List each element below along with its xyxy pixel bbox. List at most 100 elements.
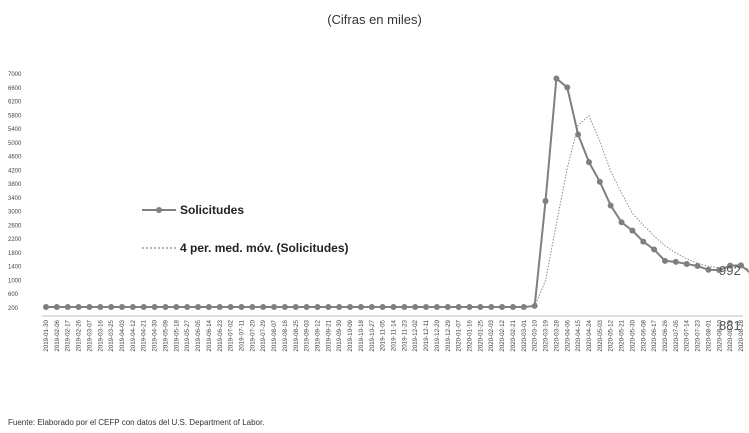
x-tick-label: 2020-05-21 xyxy=(619,319,626,351)
y-tick-label: 4200 xyxy=(8,168,22,174)
x-tick-label: 2019-07-11 xyxy=(238,319,245,351)
x-tick-label: 2020-01-07 xyxy=(456,319,463,351)
x-tick-label: 2019-10-09 xyxy=(347,319,354,351)
solicitudes-point xyxy=(108,303,115,310)
x-tick-label: 2019-04-21 xyxy=(141,319,148,351)
solicitudes-point xyxy=(260,303,267,310)
x-tick-label: 2019-02-06 xyxy=(54,319,61,351)
y-axis-labels: 200 600 1000 1400 1800 2200 2600 3000 3400 3800 42… xyxy=(8,72,22,312)
solicitudes-point xyxy=(694,263,701,270)
solicitudes-point xyxy=(64,303,71,310)
x-tick-label: 2020-03-19 xyxy=(543,319,550,351)
x-tick-label: 2020-01-25 xyxy=(477,319,484,351)
solicitudes-point xyxy=(390,303,397,310)
y-tick-label: 3800 xyxy=(8,182,22,188)
x-tick-label: 2019-09-21 xyxy=(325,319,332,351)
solicitudes-point xyxy=(140,303,147,310)
solicitudes-point xyxy=(412,303,419,310)
solicitudes-point xyxy=(629,227,636,234)
solicitudes-point xyxy=(325,303,332,310)
solicitudes-point xyxy=(509,303,516,310)
solicitudes-point xyxy=(672,258,679,265)
x-tick-label: 2019-12-29 xyxy=(445,319,452,351)
solicitudes-point xyxy=(564,84,571,91)
y-tick-label: 1400 xyxy=(8,265,22,271)
x-tick-label: 2020-04-24 xyxy=(586,319,593,351)
x-tick-label: 2019-10-18 xyxy=(358,319,365,351)
solicitudes-point xyxy=(423,303,430,310)
x-tick-label: 2019-03-07 xyxy=(86,319,93,351)
x-tick-label: 2019-05-09 xyxy=(162,319,169,351)
x-tick-label: 2019-03-16 xyxy=(97,319,104,351)
y-tick-label: 600 xyxy=(8,292,19,298)
x-tick-label: 2019-04-12 xyxy=(130,319,137,351)
solicitudes-point xyxy=(357,303,364,310)
solicitudes-point xyxy=(43,303,49,310)
x-tick-label: 2019-05-27 xyxy=(184,319,191,351)
solicitudes-point xyxy=(173,303,180,310)
solicitudes-point xyxy=(184,303,191,310)
y-tick-label: 2600 xyxy=(8,223,22,229)
solicitudes-point xyxy=(379,303,386,310)
solicitudes-point xyxy=(336,303,343,310)
x-tick-label: 2020-04-15 xyxy=(575,319,582,351)
solicitudes-point xyxy=(227,303,234,310)
y-tick-label: 3000 xyxy=(8,210,22,216)
solicitudes-markers xyxy=(43,75,749,310)
x-tick-label: 2019-02-17 xyxy=(65,319,72,351)
solicitudes-point xyxy=(727,262,734,269)
legend-item-moving-average: 4 per. med. móv. (Solicitudes) xyxy=(142,241,349,255)
x-tick-label: 2020-01-16 xyxy=(467,319,474,351)
x-tick-label: 2020-06-08 xyxy=(640,319,647,351)
x-tick-label: 2019-08-07 xyxy=(271,319,278,351)
y-tick-label: 7000 xyxy=(8,72,22,78)
chart-subtitle: (Cifras en miles) xyxy=(327,12,422,27)
solicitudes-point xyxy=(542,197,549,204)
solicitudes-point xyxy=(585,159,592,166)
solicitudes-point xyxy=(401,303,408,310)
y-tick-label: 5000 xyxy=(8,141,22,147)
x-tick-label: 2020-03-01 xyxy=(521,319,528,351)
source-note: Fuente: Elaborado por el CEFP con datos … xyxy=(8,418,265,427)
solicitudes-point xyxy=(488,303,495,310)
solicitudes-point xyxy=(205,303,212,310)
solicitudes-point xyxy=(651,246,658,253)
x-tick-label: 2020-02-21 xyxy=(510,319,517,351)
solicitudes-point xyxy=(249,303,256,310)
x-tick-label: 2020-07-23 xyxy=(695,319,702,351)
y-tick-label: 4600 xyxy=(8,155,22,161)
solicitudes-point xyxy=(119,303,126,310)
solicitudes-point xyxy=(499,303,506,310)
x-tick-label: 2019-02-26 xyxy=(76,319,83,351)
solicitudes-point xyxy=(716,267,723,274)
x-tick-label: 2020-08-01 xyxy=(705,319,712,351)
solicitudes-point xyxy=(314,303,321,310)
x-tick-label: 2020-06-26 xyxy=(662,319,669,351)
x-tick-label: 2019-06-23 xyxy=(217,319,224,351)
solicitudes-point xyxy=(683,260,690,267)
x-tick-label: 2019-01-30 xyxy=(43,319,50,351)
solicitudes-point xyxy=(705,266,712,273)
solicitudes-point xyxy=(53,303,60,310)
solicitudes-point xyxy=(531,302,538,309)
x-tick-label: 2020-05-12 xyxy=(608,319,615,351)
x-tick-label: 2019-04-03 xyxy=(119,319,126,351)
solicitudes-point xyxy=(238,303,245,310)
x-tick-label: 2020-08-10 xyxy=(716,319,723,351)
solicitudes-point xyxy=(520,303,527,310)
x-tick-label: 2020-04-06 xyxy=(564,319,571,351)
x-tick-label: 2020-08-19 xyxy=(727,319,734,351)
x-tick-label: 2020-07-14 xyxy=(684,319,691,351)
solicitudes-point xyxy=(455,303,462,310)
x-tick-label: 2020-06-17 xyxy=(651,319,658,351)
solicitudes-point xyxy=(347,303,354,310)
legend-item-solicitudes: Solicitudes xyxy=(142,203,244,217)
x-tick-label: 2020-08-28 xyxy=(738,319,745,351)
y-tick-label: 6200 xyxy=(8,100,22,106)
x-tick-label: 2020-07-05 xyxy=(673,319,680,351)
solicitudes-point xyxy=(162,303,169,310)
x-axis-labels: 2019-01-30 2019-02-06 2019-02-17 2019-02-26… xyxy=(43,319,745,351)
x-tick-label: 2019-07-02 xyxy=(228,319,235,351)
x-tick-label: 2019-12-02 xyxy=(412,319,419,351)
solicitudes-point xyxy=(640,238,647,245)
